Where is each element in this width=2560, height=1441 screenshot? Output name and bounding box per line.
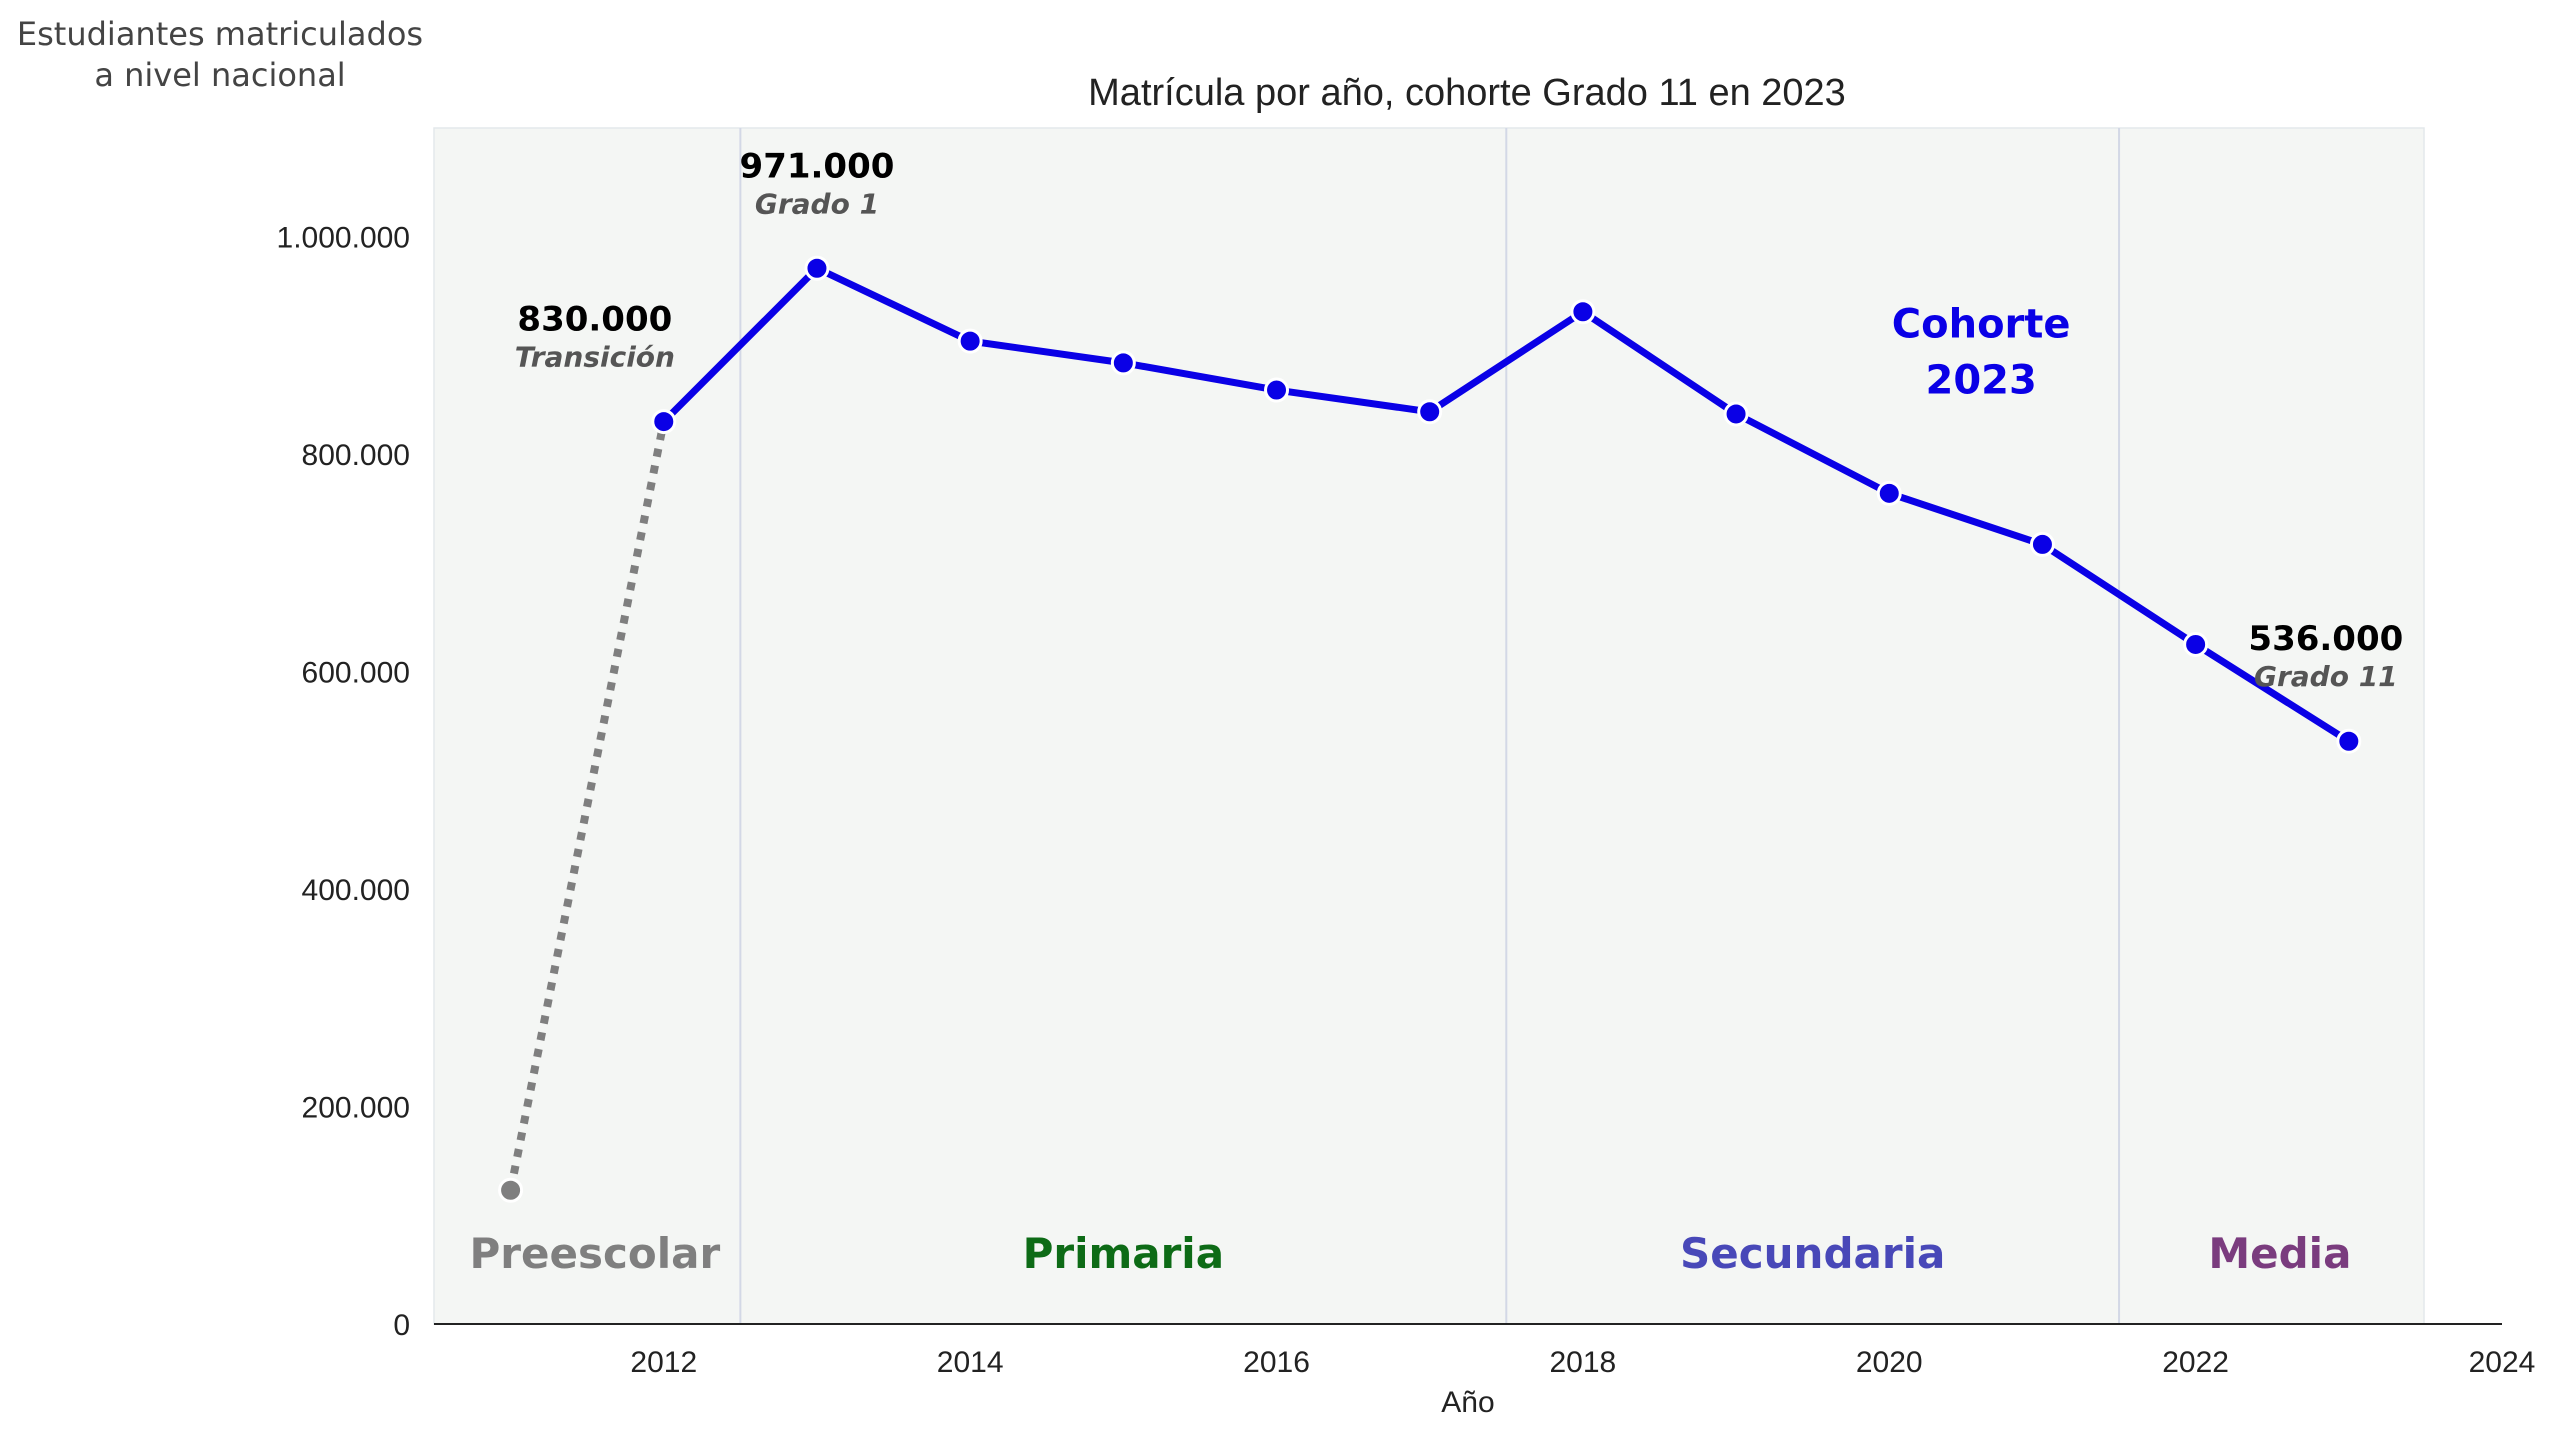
y-tick-label: 800.000 — [302, 439, 410, 472]
preschool-point — [498, 1177, 524, 1203]
data-point — [2183, 631, 2209, 657]
y-tick-label: 600.000 — [302, 657, 410, 690]
annotation-grade: Grado 1 — [755, 187, 879, 220]
y-axis-ticks: 0 200.000 400.000 600.000 800.000 1.000.000 — [277, 222, 410, 1342]
y-tick-label: 400.000 — [302, 874, 410, 907]
x-tick-label: 2012 — [630, 1346, 697, 1379]
annotation-value: 830.000 — [517, 300, 672, 340]
data-point — [651, 409, 677, 435]
data-point — [804, 255, 830, 281]
y-tick-label: 200.000 — [302, 1092, 410, 1125]
x-tick-label: 2016 — [1243, 1346, 1310, 1379]
data-point — [1876, 480, 1902, 506]
x-tick-label: 2022 — [2162, 1346, 2229, 1379]
data-point — [957, 328, 983, 354]
x-tick-label: 2018 — [1550, 1346, 1617, 1379]
x-tick-label: 2024 — [2469, 1346, 2536, 1379]
x-tick-label: 2020 — [1856, 1346, 1923, 1379]
annotation-grade: Grado 11 — [2254, 660, 2398, 693]
plot-background — [433, 127, 2425, 1325]
annotation-value: 536.000 — [2248, 619, 2403, 659]
annotation-value: 971.000 — [740, 146, 895, 186]
cohort-label: Cohorte 2023 — [1892, 302, 2071, 404]
cohort-label-line: Cohorte — [1892, 302, 2071, 348]
data-points — [498, 255, 2362, 1203]
level-dividers — [739, 128, 2121, 1324]
data-point — [1110, 350, 1136, 376]
annotation-grade: Transición — [515, 341, 675, 374]
x-tick-label: 2014 — [937, 1346, 1004, 1379]
level-label: Primaria — [1023, 1229, 1224, 1278]
y-tick-label: 1.000.000 — [277, 222, 410, 255]
education-level-labels: Preescolar Primaria Secundaria Media — [470, 1229, 2352, 1278]
y-tick-label: 0 — [393, 1309, 410, 1342]
data-point — [1570, 299, 1596, 325]
cohort-line — [661, 264, 2351, 745]
y-axis-label-line-1: Estudiantes matriculados — [17, 15, 423, 53]
level-label: Secundaria — [1680, 1229, 1945, 1278]
y-axis-label-line-2: a nivel nacional — [94, 56, 345, 94]
cohort-label-line: 2023 — [1926, 358, 2037, 404]
data-point — [1723, 401, 1749, 427]
level-label: Preescolar — [470, 1229, 721, 1278]
data-point — [1417, 399, 1443, 425]
data-point — [2029, 531, 2055, 557]
data-point — [1264, 377, 1290, 403]
chart-title: Matrícula por año, cohorte Grado 11 en 2… — [1088, 72, 1846, 114]
preschool-dotted-line — [506, 420, 668, 1192]
level-label: Media — [2208, 1229, 2351, 1278]
x-axis-label: Año — [1441, 1386, 1494, 1419]
data-point — [2336, 728, 2362, 754]
x-axis-ticks: 2012 2014 2016 2018 2020 2022 2024 — [630, 1346, 2535, 1379]
